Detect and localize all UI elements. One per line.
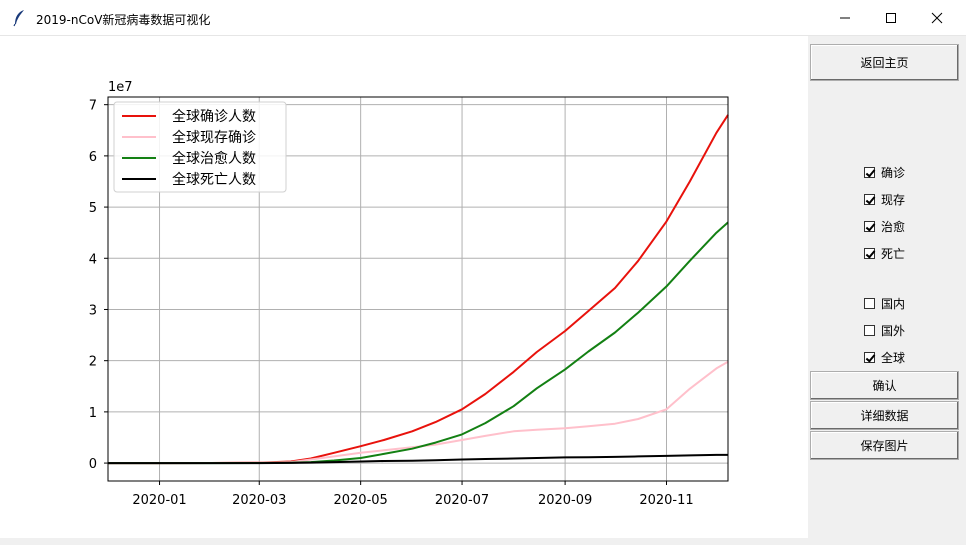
- axes-frame: [107, 96, 729, 482]
- save-image-button[interactable]: 保存图片: [810, 431, 959, 460]
- line-chart: 0 1 2 3 4 5 6 7 2020-01 2020-03 2020-05 2020-07 2020…: [89, 80, 729, 508]
- minimize-icon: [840, 17, 850, 19]
- checkbox[interactable]: [864, 351, 875, 363]
- maximize-icon: [886, 13, 896, 23]
- y-tick-label: 1: [89, 406, 97, 421]
- check-confirmed[interactable]: 确诊: [864, 164, 905, 180]
- check-label: 国内: [881, 296, 906, 311]
- check-foreign[interactable]: 国外: [864, 322, 905, 338]
- maximize-button[interactable]: [868, 0, 914, 36]
- control-panel: 返回主页 确诊 现存 治愈 死亡 国内 国外 全球 确认 详细数据 保存图片: [808, 36, 966, 545]
- checkbox[interactable]: [864, 220, 875, 232]
- check-active[interactable]: 现存: [864, 191, 905, 207]
- legend-label: 全球治愈人数: [172, 150, 256, 167]
- close-button[interactable]: [914, 0, 960, 36]
- y-tick-label: 4: [89, 252, 97, 267]
- check-label: 全球: [881, 350, 906, 365]
- check-label: 国外: [881, 323, 906, 338]
- home-button[interactable]: 返回主页: [810, 44, 959, 81]
- x-tick-label: 2020-07: [435, 493, 489, 508]
- y-tick-label: 2: [89, 355, 97, 370]
- legend-label: 全球确诊人数: [172, 108, 256, 125]
- y-scale-label: 1e7: [108, 80, 133, 95]
- y-tick-label: 0: [89, 457, 97, 472]
- check-label: 治愈: [881, 219, 906, 234]
- window-bottom-border: [0, 538, 808, 545]
- y-tick-label: 5: [89, 201, 97, 216]
- x-tick-label: 2020-05: [333, 493, 387, 508]
- y-tick-label: 7: [89, 99, 97, 114]
- check-recovered[interactable]: 治愈: [864, 218, 905, 234]
- checkbox[interactable]: [864, 297, 875, 309]
- confirm-button[interactable]: 确认: [810, 371, 959, 400]
- legend-label: 全球死亡人数: [172, 171, 256, 188]
- feather-icon: [13, 10, 24, 27]
- x-tick-label: 2020-03: [232, 493, 286, 508]
- check-label: 现存: [881, 192, 906, 207]
- check-global[interactable]: 全球: [864, 349, 905, 365]
- legend-box: [113, 101, 287, 193]
- title-bar: 2019-nCoV新冠病毒数据可视化: [0, 0, 966, 36]
- checkbox[interactable]: [864, 247, 875, 259]
- chart-canvas: 0 1 2 3 4 5 6 7 2020-01 2020-03 2020-05 2020-07 2020…: [7, 36, 808, 538]
- check-label: 确诊: [881, 165, 906, 180]
- checkbox[interactable]: [864, 324, 875, 336]
- x-tick-label: 2020-11: [639, 493, 693, 508]
- legend-label: 全球现存确诊: [172, 129, 256, 146]
- y-tick-label: 6: [89, 150, 97, 165]
- check-deaths[interactable]: 死亡: [864, 245, 905, 261]
- check-domestic[interactable]: 国内: [864, 295, 905, 311]
- series-lines: [108, 114, 729, 465]
- series-line: [108, 453, 728, 465]
- y-tick-label: 3: [89, 303, 97, 318]
- window-title: 2019-nCoV新冠病毒数据可视化: [36, 13, 211, 27]
- close-icon: [931, 12, 943, 24]
- detail-data-button[interactable]: 详细数据: [810, 401, 959, 430]
- x-tick-label: 2020-01: [132, 493, 186, 508]
- minimize-button[interactable]: [822, 0, 868, 36]
- axis-ticks: 0 1 2 3 4 5 6 7 2020-01 2020-03 2020-05 2020-07 2020…: [89, 99, 694, 508]
- x-tick-label: 2020-09: [538, 493, 592, 508]
- check-label: 死亡: [881, 246, 906, 261]
- checkbox[interactable]: [864, 166, 875, 178]
- checkbox[interactable]: [864, 193, 875, 205]
